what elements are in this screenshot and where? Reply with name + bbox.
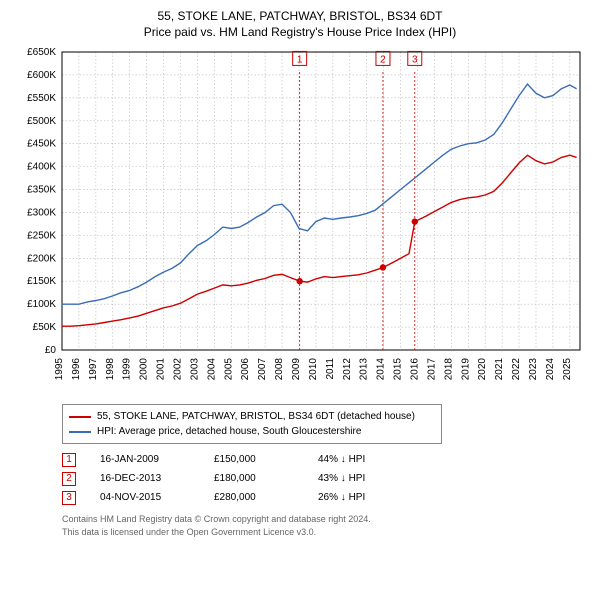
- y-tick-label: £100K: [27, 300, 56, 311]
- x-tick-label: 2005: [223, 358, 234, 381]
- x-tick-label: 2017: [426, 358, 437, 381]
- annotation-marker-label: 3: [412, 55, 418, 66]
- y-tick-label: £550K: [27, 93, 56, 104]
- price-event-pct: 26% ↓ HPI: [318, 488, 408, 507]
- y-tick-label: £0: [45, 345, 57, 356]
- legend-label: HPI: Average price, detached house, Sout…: [97, 424, 361, 439]
- x-tick-label: 2013: [359, 358, 370, 381]
- y-tick-label: £50K: [33, 322, 57, 333]
- x-tick-label: 1995: [54, 358, 65, 381]
- x-tick-label: 2014: [376, 358, 387, 381]
- x-tick-label: 2002: [172, 358, 183, 381]
- price-event-amount: £150,000: [214, 450, 294, 469]
- x-tick-label: 2022: [511, 358, 522, 381]
- x-tick-label: 2007: [257, 358, 268, 381]
- title-sub: Price paid vs. HM Land Registry's House …: [10, 24, 590, 40]
- y-tick-label: £650K: [27, 47, 56, 58]
- x-tick-label: 2009: [291, 358, 302, 381]
- price-event-marker: 2: [62, 472, 76, 486]
- x-tick-label: 1997: [88, 358, 99, 381]
- x-tick-label: 2000: [139, 358, 150, 381]
- title-block: 55, STOKE LANE, PATCHWAY, BRISTOL, BS34 …: [10, 8, 590, 40]
- x-tick-label: 2006: [240, 358, 251, 381]
- x-tick-label: 1999: [122, 358, 133, 381]
- x-tick-label: 2004: [206, 358, 217, 381]
- price-event-row: 1 16-JAN-2009 £150,000 44% ↓ HPI: [62, 450, 580, 469]
- price-events-table: 1 16-JAN-2009 £150,000 44% ↓ HPI 2 16-DEC-201…: [62, 450, 580, 507]
- x-tick-label: 2010: [308, 358, 319, 381]
- price-event-marker: 1: [62, 453, 76, 467]
- price-event-amount: £280,000: [214, 488, 294, 507]
- price-event-pct: 43% ↓ HPI: [318, 469, 408, 488]
- x-tick-label: 2011: [325, 358, 336, 380]
- price-event-pct: 44% ↓ HPI: [318, 450, 408, 469]
- price-event-row: 3 04-NOV-2015 £280,000 26% ↓ HPI: [62, 488, 580, 507]
- series-hpi: [62, 84, 577, 304]
- annotation-marker-label: 1: [297, 55, 303, 66]
- annotation-marker-label: 2: [380, 55, 386, 66]
- y-tick-label: £300K: [27, 208, 56, 219]
- legend-row: 55, STOKE LANE, PATCHWAY, BRISTOL, BS34 …: [69, 409, 435, 424]
- x-tick-label: 2016: [409, 358, 420, 381]
- legend-row: HPI: Average price, detached house, Sout…: [69, 424, 435, 439]
- line-chart-svg: £0 £50K £100K £150K £200K £250K £300K £350K £400…: [10, 46, 590, 396]
- price-point-marker: [412, 219, 418, 225]
- y-tick-label: £600K: [27, 70, 56, 81]
- x-tick-label: 2003: [189, 358, 200, 381]
- y-tick-label: £250K: [27, 231, 56, 242]
- x-tick-label: 2023: [528, 358, 539, 381]
- x-tick-label: 2001: [156, 358, 167, 381]
- y-tick-label: £200K: [27, 254, 56, 265]
- y-tick-label: £500K: [27, 116, 56, 127]
- y-tick-label: £350K: [27, 185, 56, 196]
- price-event-marker: 3: [62, 491, 76, 505]
- series-price_paid: [62, 156, 577, 327]
- y-tick-label: £450K: [27, 139, 56, 150]
- title-main: 55, STOKE LANE, PATCHWAY, BRISTOL, BS34 …: [10, 8, 590, 24]
- x-tick-label: 2021: [494, 358, 505, 381]
- footer-line1: Contains HM Land Registry data © Crown c…: [62, 513, 580, 525]
- x-tick-label: 2012: [342, 358, 353, 381]
- x-tick-label: 2015: [393, 358, 404, 381]
- legend-swatch: [69, 416, 91, 418]
- footer-line2: This data is licensed under the Open Gov…: [62, 526, 580, 538]
- price-event-date: 16-JAN-2009: [100, 450, 190, 469]
- legend-label: 55, STOKE LANE, PATCHWAY, BRISTOL, BS34 …: [97, 409, 415, 424]
- chart-area: £0 £50K £100K £150K £200K £250K £300K £350K £400…: [10, 46, 590, 396]
- price-point-marker: [380, 265, 386, 271]
- legend-swatch: [69, 431, 91, 433]
- x-tick-label: 2019: [460, 358, 471, 381]
- x-tick-label: 2008: [274, 358, 285, 381]
- legend: 55, STOKE LANE, PATCHWAY, BRISTOL, BS34 …: [62, 404, 442, 444]
- y-tick-label: £400K: [27, 162, 56, 173]
- x-tick-label: 2018: [443, 358, 454, 381]
- y-tick-label: £150K: [27, 277, 56, 288]
- price-event-date: 04-NOV-2015: [100, 488, 190, 507]
- x-tick-label: 2020: [477, 358, 488, 381]
- footer: Contains HM Land Registry data © Crown c…: [62, 513, 580, 537]
- x-tick-label: 1998: [105, 358, 116, 381]
- x-tick-label: 1996: [71, 358, 82, 381]
- price-event-row: 2 16-DEC-2013 £180,000 43% ↓ HPI: [62, 469, 580, 488]
- x-tick-label: 2025: [562, 358, 573, 381]
- price-event-date: 16-DEC-2013: [100, 469, 190, 488]
- price-event-amount: £180,000: [214, 469, 294, 488]
- chart-container: 55, STOKE LANE, PATCHWAY, BRISTOL, BS34 …: [0, 0, 600, 590]
- price-point-marker: [296, 278, 302, 284]
- x-tick-label: 2024: [545, 358, 556, 381]
